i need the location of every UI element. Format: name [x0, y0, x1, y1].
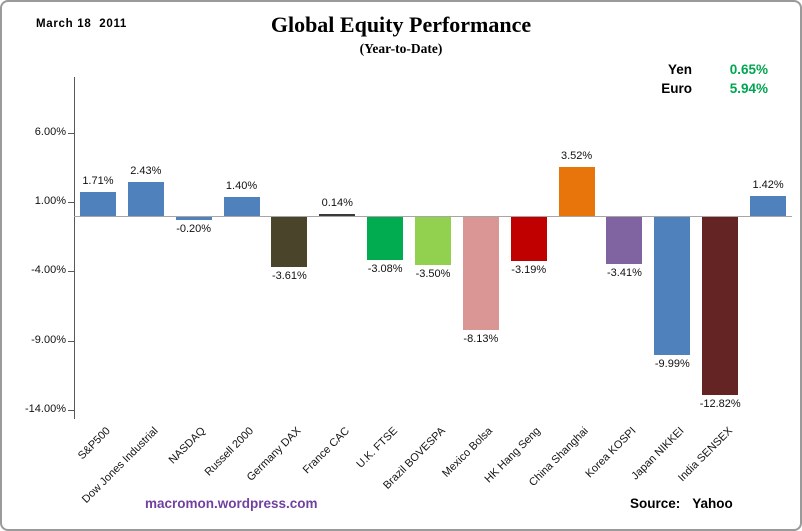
- zero-baseline: [74, 216, 792, 217]
- bar: [558, 167, 595, 216]
- bar-value-label: -3.19%: [511, 264, 547, 277]
- bar: [79, 192, 116, 216]
- fx-row: Yen 0.65%: [640, 60, 768, 79]
- y-axis-tick: [68, 271, 75, 273]
- fx-currency-label: Euro: [661, 81, 692, 96]
- bar: [127, 182, 164, 216]
- chart-date: March 18 2011: [36, 18, 127, 30]
- bar: [271, 217, 308, 267]
- fx-rates-panel: Yen 0.65% Euro 5.94%: [640, 60, 768, 98]
- category-label: NASDAQ: [166, 425, 209, 467]
- bar-value-label: 0.14%: [321, 197, 353, 209]
- y-axis-tick: [68, 340, 75, 342]
- bar-value-label: -9.99%: [654, 358, 690, 371]
- bar-value-label: -3.61%: [271, 269, 307, 282]
- fx-rate-value: 5.94%: [729, 81, 768, 96]
- bar: [319, 214, 356, 216]
- site-credit: macromon.wordpress.com: [145, 496, 318, 511]
- y-axis-tick-label: -4.00%: [31, 264, 66, 277]
- bar: [750, 196, 787, 216]
- bar-value-label: -3.41%: [607, 267, 642, 280]
- y-axis-tick-label: 1.00%: [34, 195, 66, 208]
- fx-row: Euro 5.94%: [640, 79, 768, 98]
- y-axis-tick-label: -14.00%: [25, 402, 66, 415]
- y-axis-tick: [68, 409, 75, 411]
- bar: [510, 217, 547, 262]
- bar: [654, 217, 691, 356]
- y-axis-tick: [68, 132, 75, 134]
- source-value: Yahoo: [692, 496, 733, 511]
- source-label: Source:: [630, 496, 681, 511]
- bar-value-label: 1.40%: [225, 179, 258, 192]
- y-axis-tick: [68, 202, 75, 204]
- chart-subtitle: (Year-to-Date): [359, 41, 443, 56]
- category-label: U.K. FTSE: [353, 425, 400, 471]
- bar-value-label: -12.82%: [699, 397, 741, 410]
- fx-rate-value: 0.65%: [729, 62, 768, 77]
- bar: [462, 217, 499, 330]
- bar: [367, 217, 404, 260]
- chart-title: Global Equity Performance: [270, 12, 532, 37]
- bar: [415, 217, 451, 266]
- fx-currency-label: Yen: [667, 62, 692, 77]
- bar-value-label: -3.08%: [367, 262, 403, 275]
- bar-value-label: 3.52%: [560, 150, 593, 163]
- bar: [175, 217, 212, 220]
- bar-value-label: -8.13%: [463, 332, 499, 345]
- bar: [702, 217, 739, 395]
- source-credit: Source: Yahoo: [630, 496, 733, 511]
- bar-value-label: 1.42%: [752, 179, 784, 192]
- bar-value-label: -0.20%: [176, 222, 212, 235]
- bar: [223, 196, 260, 216]
- y-axis-line: [74, 77, 75, 419]
- category-label: S&P500: [75, 425, 113, 463]
- bar-value-label: 1.71%: [82, 175, 114, 188]
- y-axis-tick-label: 6.00%: [34, 125, 66, 138]
- bar-value-label: 2.43%: [130, 165, 162, 178]
- bar-value-label: -3.50%: [415, 268, 451, 281]
- category-label: France CAC: [300, 425, 352, 477]
- bar: [606, 217, 643, 265]
- y-axis-tick-label: -9.00%: [31, 333, 66, 346]
